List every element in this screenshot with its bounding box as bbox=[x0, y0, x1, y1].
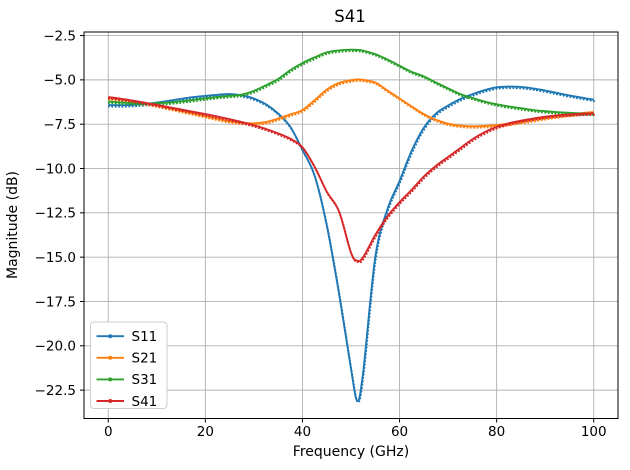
x-tick-label: 60 bbox=[391, 424, 408, 440]
legend-label: S11 bbox=[132, 329, 158, 345]
series-s41 bbox=[107, 96, 596, 264]
series-dots-s11 bbox=[107, 87, 596, 404]
series-line-s11 bbox=[108, 85, 594, 402]
axes-layer: 0 20 40 60 80 100 −2.5 −5.0 −7.5 −10.0 −12.5 −15.0 −… bbox=[35, 28, 619, 440]
y-tick-label: −10.0 bbox=[35, 161, 76, 177]
series-line-s41 bbox=[108, 96, 594, 263]
series-s11 bbox=[107, 85, 596, 404]
series-dots-s31 bbox=[107, 50, 596, 117]
x-tick-label: 0 bbox=[104, 424, 113, 440]
y-tick-label: −17.5 bbox=[35, 294, 76, 310]
series-s31 bbox=[107, 48, 596, 117]
y-axis-label: Magnitude (dB) bbox=[5, 171, 21, 279]
legend: S11 S21 S31 S41 bbox=[90, 321, 168, 410]
y-tick-label: −5.0 bbox=[43, 73, 76, 89]
legend-box bbox=[90, 321, 168, 409]
legend-label: S31 bbox=[132, 372, 158, 388]
series-dots-s41 bbox=[107, 97, 596, 264]
x-tick-label: 100 bbox=[581, 424, 607, 440]
y-tick-label: −22.5 bbox=[35, 383, 76, 399]
legend-entry-s41: S41 bbox=[96, 394, 158, 410]
y-tick-label: −2.5 bbox=[43, 28, 76, 44]
legend-marker-dot bbox=[108, 399, 113, 403]
x-tick-label: 20 bbox=[197, 424, 214, 440]
y-tick-label: −15.0 bbox=[35, 250, 76, 266]
grid-layer bbox=[84, 32, 618, 419]
legend-entry-s21: S21 bbox=[96, 351, 158, 367]
legend-marker-dot bbox=[108, 355, 113, 360]
legend-entry-s11: S11 bbox=[96, 329, 158, 345]
legend-marker-dot bbox=[108, 334, 113, 339]
y-tick-label: −7.5 bbox=[43, 117, 76, 133]
legend-marker-dot bbox=[108, 377, 113, 382]
legend-entry-s31: S31 bbox=[96, 372, 158, 388]
series-line-s31 bbox=[108, 48, 594, 115]
legend-label: S41 bbox=[132, 394, 158, 410]
legend-label: S21 bbox=[132, 351, 158, 367]
chart-title: S41 bbox=[334, 7, 365, 26]
series-layer bbox=[107, 48, 596, 404]
y-tick-label: −12.5 bbox=[35, 206, 76, 222]
x-tick-label: 80 bbox=[488, 424, 505, 440]
series-dots-s21 bbox=[107, 79, 596, 129]
y-tick-label: −20.0 bbox=[35, 339, 76, 355]
x-axis-label: Frequency (GHz) bbox=[293, 444, 409, 460]
x-tick-label: 40 bbox=[294, 424, 311, 440]
plot-border bbox=[83, 31, 619, 419]
